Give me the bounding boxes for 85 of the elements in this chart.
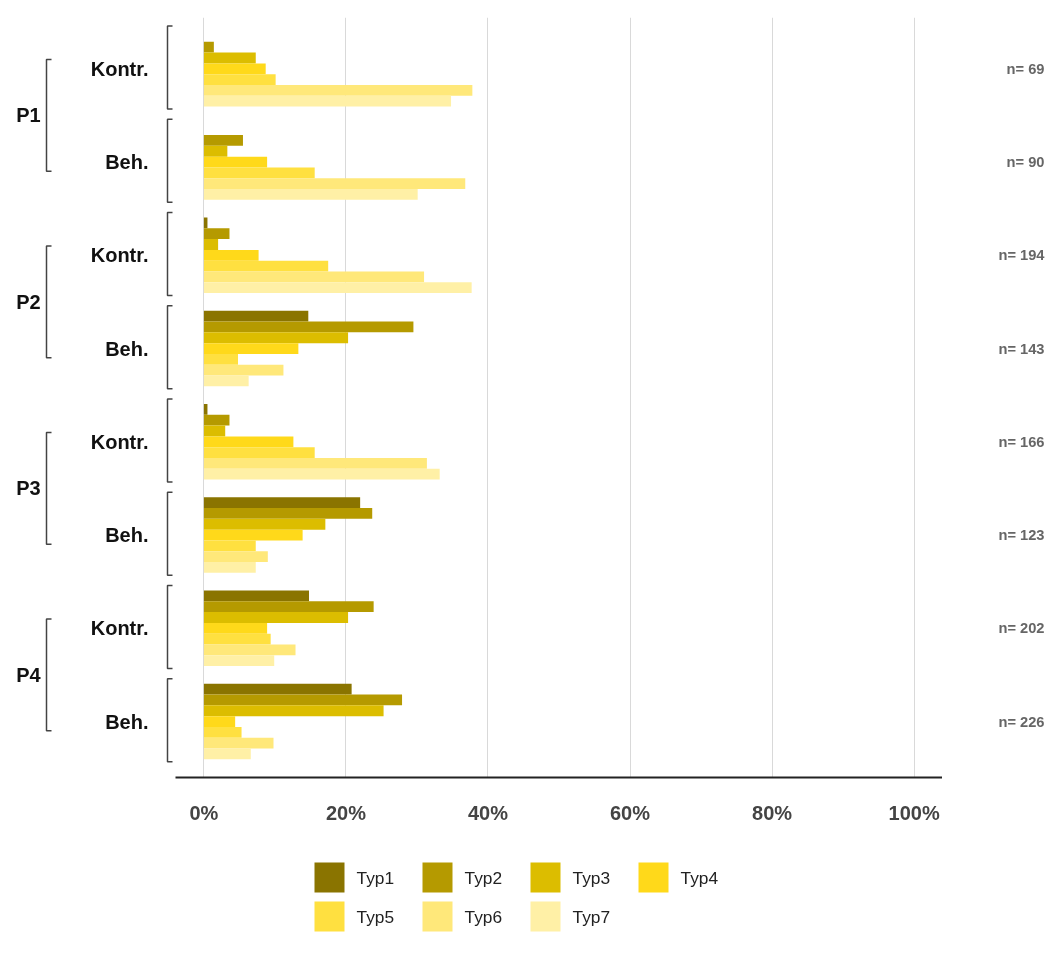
bar [203, 52, 256, 64]
bar [203, 343, 299, 354]
legend-label: Typ3 [572, 867, 611, 888]
text: n= 194 [998, 247, 1046, 264]
text: P2 [16, 290, 41, 313]
bar [203, 189, 418, 200]
bar [203, 353, 238, 365]
bar [203, 726, 242, 738]
bar [203, 551, 268, 563]
bar [203, 228, 230, 240]
text: n= 143 [998, 340, 1045, 357]
text: n= 226 [998, 713, 1045, 730]
y-tick-label: Beh. [105, 524, 149, 547]
bar [203, 364, 284, 376]
legend-label: Typ5 [356, 906, 395, 927]
bar [203, 562, 256, 573]
y-tick-label: Kontr. [90, 617, 149, 640]
text: n= 69 [1006, 60, 1045, 77]
bar [203, 590, 310, 602]
bar [203, 414, 230, 426]
y-tick-label: Kontr. [90, 244, 149, 267]
bar [203, 468, 440, 480]
x-tick-label: 60% [610, 801, 651, 824]
x-tick-label: 40% [467, 801, 509, 824]
bar [203, 518, 326, 530]
bar [203, 425, 226, 437]
bar [203, 633, 271, 645]
bar [203, 249, 259, 261]
bar [203, 145, 228, 157]
bar [203, 41, 214, 53]
bar [203, 178, 466, 190]
bar [203, 282, 472, 294]
bar [203, 63, 266, 75]
legend-label: Typ4 [680, 867, 719, 888]
bar [203, 737, 274, 749]
legend-label: Typ2 [464, 867, 503, 888]
bar [203, 644, 296, 656]
bar [203, 497, 361, 509]
y-tick-label: Beh. [105, 337, 149, 360]
bar [203, 239, 219, 250]
text: n= 202 [998, 620, 1045, 637]
bar [203, 271, 425, 283]
text: P4 [16, 663, 42, 686]
bar [203, 508, 373, 519]
y-tick-label: Kontr. [90, 57, 149, 80]
bar [203, 84, 473, 96]
bar [203, 655, 275, 667]
y-tick-label: Beh. [105, 151, 149, 174]
text: P3 [16, 477, 41, 500]
bar [203, 156, 268, 168]
text: n= 90 [1006, 154, 1045, 171]
bar [203, 332, 349, 344]
bar [203, 683, 352, 695]
legend-label: Typ7 [572, 906, 611, 927]
bar [203, 95, 452, 107]
text: P1 [16, 104, 41, 127]
bar [203, 260, 329, 272]
bar [203, 167, 315, 179]
bar [203, 748, 251, 760]
bar [203, 321, 414, 333]
y-tick-label: Kontr. [90, 430, 149, 453]
bar [203, 457, 427, 469]
x-tick-label: 20% [325, 801, 367, 824]
bar [203, 622, 268, 634]
bar [203, 310, 309, 322]
text: n= 123 [998, 527, 1045, 544]
bar [203, 436, 294, 448]
legend-label: Typ1 [356, 867, 395, 888]
bar [203, 74, 276, 85]
bar [203, 375, 249, 387]
x-tick-label: 100% [888, 801, 940, 824]
x-tick-label: 0% [189, 801, 219, 824]
x-tick-label: 80% [752, 801, 793, 824]
bar [203, 601, 374, 613]
text: n= 166 [998, 433, 1045, 450]
y-tick-label: Beh. [105, 710, 149, 733]
bar [203, 540, 256, 552]
bar [203, 447, 315, 458]
bar [203, 135, 243, 146]
bar [203, 694, 403, 706]
bar [203, 529, 303, 541]
bar [203, 705, 384, 717]
bar [203, 612, 349, 623]
bar [203, 716, 236, 727]
legend-label: Typ6 [464, 906, 503, 927]
